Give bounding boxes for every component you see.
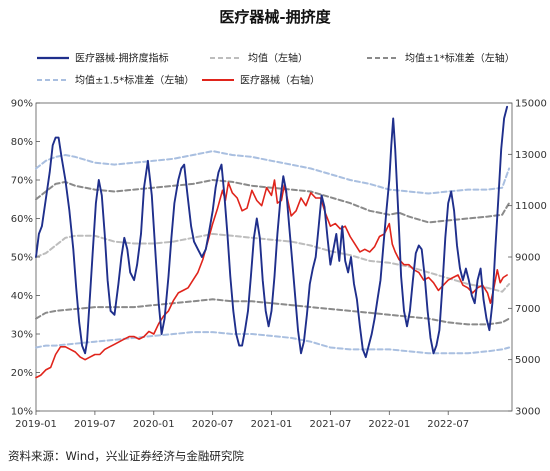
right-axis-tick-label: 5000	[515, 355, 540, 366]
plot-border	[35, 102, 513, 412]
x-axis-tick-label: 2019-07	[74, 419, 116, 430]
left-axis-tick-label: 90%	[11, 99, 33, 110]
right-axis-tick-label: 13000	[515, 150, 547, 161]
series-std1-upper-line	[35, 179, 511, 224]
legend-label-crowding: 医疗器械-拥挤度指标	[75, 52, 169, 65]
right-axis-tick-label: 11000	[515, 201, 547, 212]
x-axis-tick-label: 2022-01	[368, 419, 410, 430]
source-note: 资料来源：Wind，兴业证券经济与金融研究院	[8, 449, 244, 463]
legend-label-std1: 均值±1*标准差（左轴）	[405, 52, 515, 65]
x-axis-tick-label: 2020-07	[192, 419, 234, 430]
series-mean-line	[35, 232, 511, 293]
series-index-line	[35, 179, 508, 379]
legend-label-index: 医疗器械（右轴）	[240, 74, 320, 87]
x-axis-tick-label: 2022-07	[427, 419, 469, 430]
series-std15-upper-line	[35, 150, 511, 195]
series-crowding-line	[35, 105, 509, 359]
right-axis-tick-label: 3000	[515, 407, 540, 418]
axis-layer: 10% 20% 30% 40% 50% 60% 70% 80% 90% 3000 5000 7000 9…	[11, 99, 547, 431]
left-axis-tick-label: 20%	[11, 368, 33, 379]
right-axis-tick-label: 7000	[515, 304, 540, 315]
plot-frame	[35, 102, 513, 412]
left-axis-tick-label: 80%	[11, 137, 33, 148]
chart-title: 医疗器械-拥挤度	[219, 8, 331, 26]
x-axis-tick-label: 2019-01	[15, 419, 57, 430]
left-axis-tick-label: 60%	[11, 214, 33, 225]
x-axis-tick-label: 2021-01	[251, 419, 293, 430]
series-std1-lower-line	[35, 298, 511, 326]
x-axis-tick-label: 2021-07	[310, 419, 352, 430]
legend-label-mean: 均值（左轴）	[248, 52, 308, 65]
left-axis-tick-label: 10%	[11, 407, 33, 418]
left-axis-tick-label: 50%	[11, 253, 33, 264]
series-layer	[35, 105, 511, 379]
series-std15-lower-line	[35, 331, 511, 355]
left-axis-tick-label: 40%	[11, 291, 33, 302]
legend: 医疗器械-拥挤度指标 均值（左轴） 均值±1*标准差（左轴） 均值±1.5*标准差（左…	[37, 52, 515, 87]
right-axis-tick-label: 9000	[515, 253, 540, 264]
left-axis-tick-label: 70%	[11, 176, 33, 187]
left-axis-tick-label: 30%	[11, 330, 33, 341]
right-axis-tick-label: 15000	[515, 99, 547, 110]
x-axis-tick-label: 2020-01	[133, 419, 175, 430]
legend-label-std15: 均值±1.5*标准差（左轴）	[75, 74, 194, 87]
